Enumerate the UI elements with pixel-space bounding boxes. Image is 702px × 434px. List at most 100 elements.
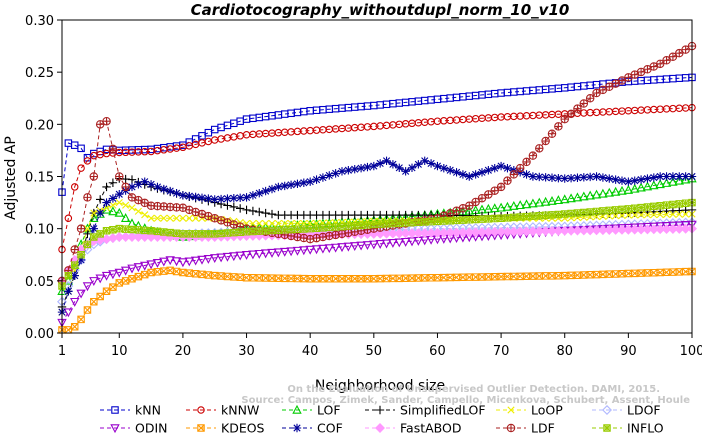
data-point-lof	[114, 207, 124, 217]
data-point-odin	[229, 252, 239, 262]
data-point-odin	[273, 248, 284, 258]
data-point-inflo	[300, 225, 308, 233]
data-point-ldf	[344, 228, 353, 238]
data-point-lof	[604, 187, 614, 197]
data-point-kdeos	[160, 267, 168, 275]
data-point-knnw	[64, 214, 73, 222]
watermark-line-2: Source: Campos, Zimek, Sander, Campello,…	[241, 395, 690, 406]
data-point-inflo	[522, 212, 531, 221]
data-point-simplifiedlof	[267, 209, 277, 219]
data-point-inflo	[440, 217, 448, 225]
data-point-ldf	[83, 193, 92, 202]
data-point-lof	[668, 176, 678, 186]
data-point-lof	[502, 201, 513, 211]
legend-marker-inflo	[603, 424, 611, 432]
data-point-inflo	[446, 216, 454, 225]
y-tick-label: 0.15	[25, 171, 54, 186]
data-point-inflo	[560, 210, 569, 218]
data-point-inflo	[497, 214, 505, 222]
data-point-odin	[114, 268, 124, 278]
data-point-inflo	[319, 224, 327, 232]
data-point-cof	[605, 174, 614, 183]
data-point-ldf	[547, 129, 557, 138]
data-point-inflo	[401, 219, 410, 227]
data-point-inflo	[567, 209, 575, 218]
data-point-cof	[337, 167, 347, 176]
data-point-cof	[471, 170, 480, 179]
x-tick-label: 100	[680, 344, 702, 359]
data-point-cof	[579, 173, 589, 182]
data-point-odin	[388, 239, 398, 248]
legend-item-fastabod: FastABOD	[365, 421, 462, 434]
x-tick-label: 40	[302, 344, 319, 359]
data-point-inflo	[357, 221, 365, 230]
data-point-inflo	[236, 228, 244, 236]
data-point-odin	[299, 246, 309, 256]
data-point-cof	[356, 163, 366, 173]
data-point-odin	[89, 277, 99, 287]
data-point-cof	[191, 192, 200, 202]
data-point-cof	[382, 156, 391, 166]
data-point-cof	[127, 182, 137, 192]
data-point-inflo	[338, 222, 346, 231]
data-point-kdeos	[395, 274, 404, 283]
data-point-cof	[617, 176, 627, 185]
data-point-ldf	[305, 234, 315, 244]
data-point-kdeos	[109, 283, 117, 291]
x-axis-title: Neighborhood size	[315, 378, 445, 394]
data-point-ldf	[541, 136, 550, 146]
data-point-odin	[178, 258, 188, 268]
data-point-cof	[89, 224, 99, 233]
data-point-odin	[101, 271, 112, 281]
data-point-odin	[674, 221, 684, 231]
data-point-lof	[572, 192, 583, 202]
data-point-loop	[656, 210, 664, 219]
data-point-odin	[235, 251, 245, 261]
data-point-cof	[267, 184, 277, 194]
data-point-odin	[254, 249, 264, 259]
data-point-lof	[598, 188, 608, 198]
data-point-cof	[325, 171, 334, 180]
data-point-inflo	[274, 226, 283, 234]
data-point-odin	[330, 243, 341, 253]
legend-item-ldof: LDOF	[592, 403, 661, 418]
data-point-cof	[235, 193, 245, 202]
data-point-loop	[618, 211, 626, 220]
data-point-simplifiedlof	[127, 175, 137, 184]
data-point-lof	[560, 194, 570, 204]
data-point-inflo	[669, 200, 677, 209]
data-point-inflo	[280, 226, 289, 234]
data-point-kdeos	[96, 292, 104, 301]
data-point-inflo	[83, 240, 92, 249]
data-point-cof	[662, 172, 671, 181]
data-point-inflo	[121, 225, 130, 233]
data-point-lof	[655, 179, 665, 189]
data-point-inflo	[90, 233, 98, 241]
data-point-cof	[146, 180, 156, 189]
data-point-cof	[369, 161, 379, 171]
data-point-cof	[280, 181, 289, 191]
data-point-inflo	[191, 230, 200, 238]
x-tick-label: 80	[556, 344, 573, 359]
data-point-kdeos	[90, 297, 98, 306]
data-point-cof	[223, 194, 232, 203]
data-point-kdeos	[535, 272, 544, 280]
data-point-ldf	[325, 231, 334, 241]
legend-label: kNN	[135, 403, 161, 418]
data-point-lof	[649, 180, 659, 190]
legend-label: FastABOD	[400, 421, 462, 434]
data-point-inflo	[134, 226, 143, 234]
legend-item-cof: COF	[282, 421, 343, 434]
legend-label: LDOF	[627, 403, 661, 418]
data-point-cof	[140, 177, 149, 186]
data-point-cof	[681, 172, 690, 181]
data-point-simplifiedlof	[255, 207, 264, 217]
axes: 1 10 20 30 40 50 60 70 80 90 100 0.00 0.05 0.10 0.15 0.…	[25, 14, 702, 359]
data-point-cof	[624, 177, 633, 186]
data-point-odin	[171, 257, 182, 267]
data-point-ldf	[331, 230, 340, 240]
legend-label: INFLO	[627, 421, 664, 434]
legend-item-odin: ODIN	[100, 421, 168, 434]
data-point-cof	[585, 172, 595, 182]
data-point-inflo	[312, 224, 321, 232]
